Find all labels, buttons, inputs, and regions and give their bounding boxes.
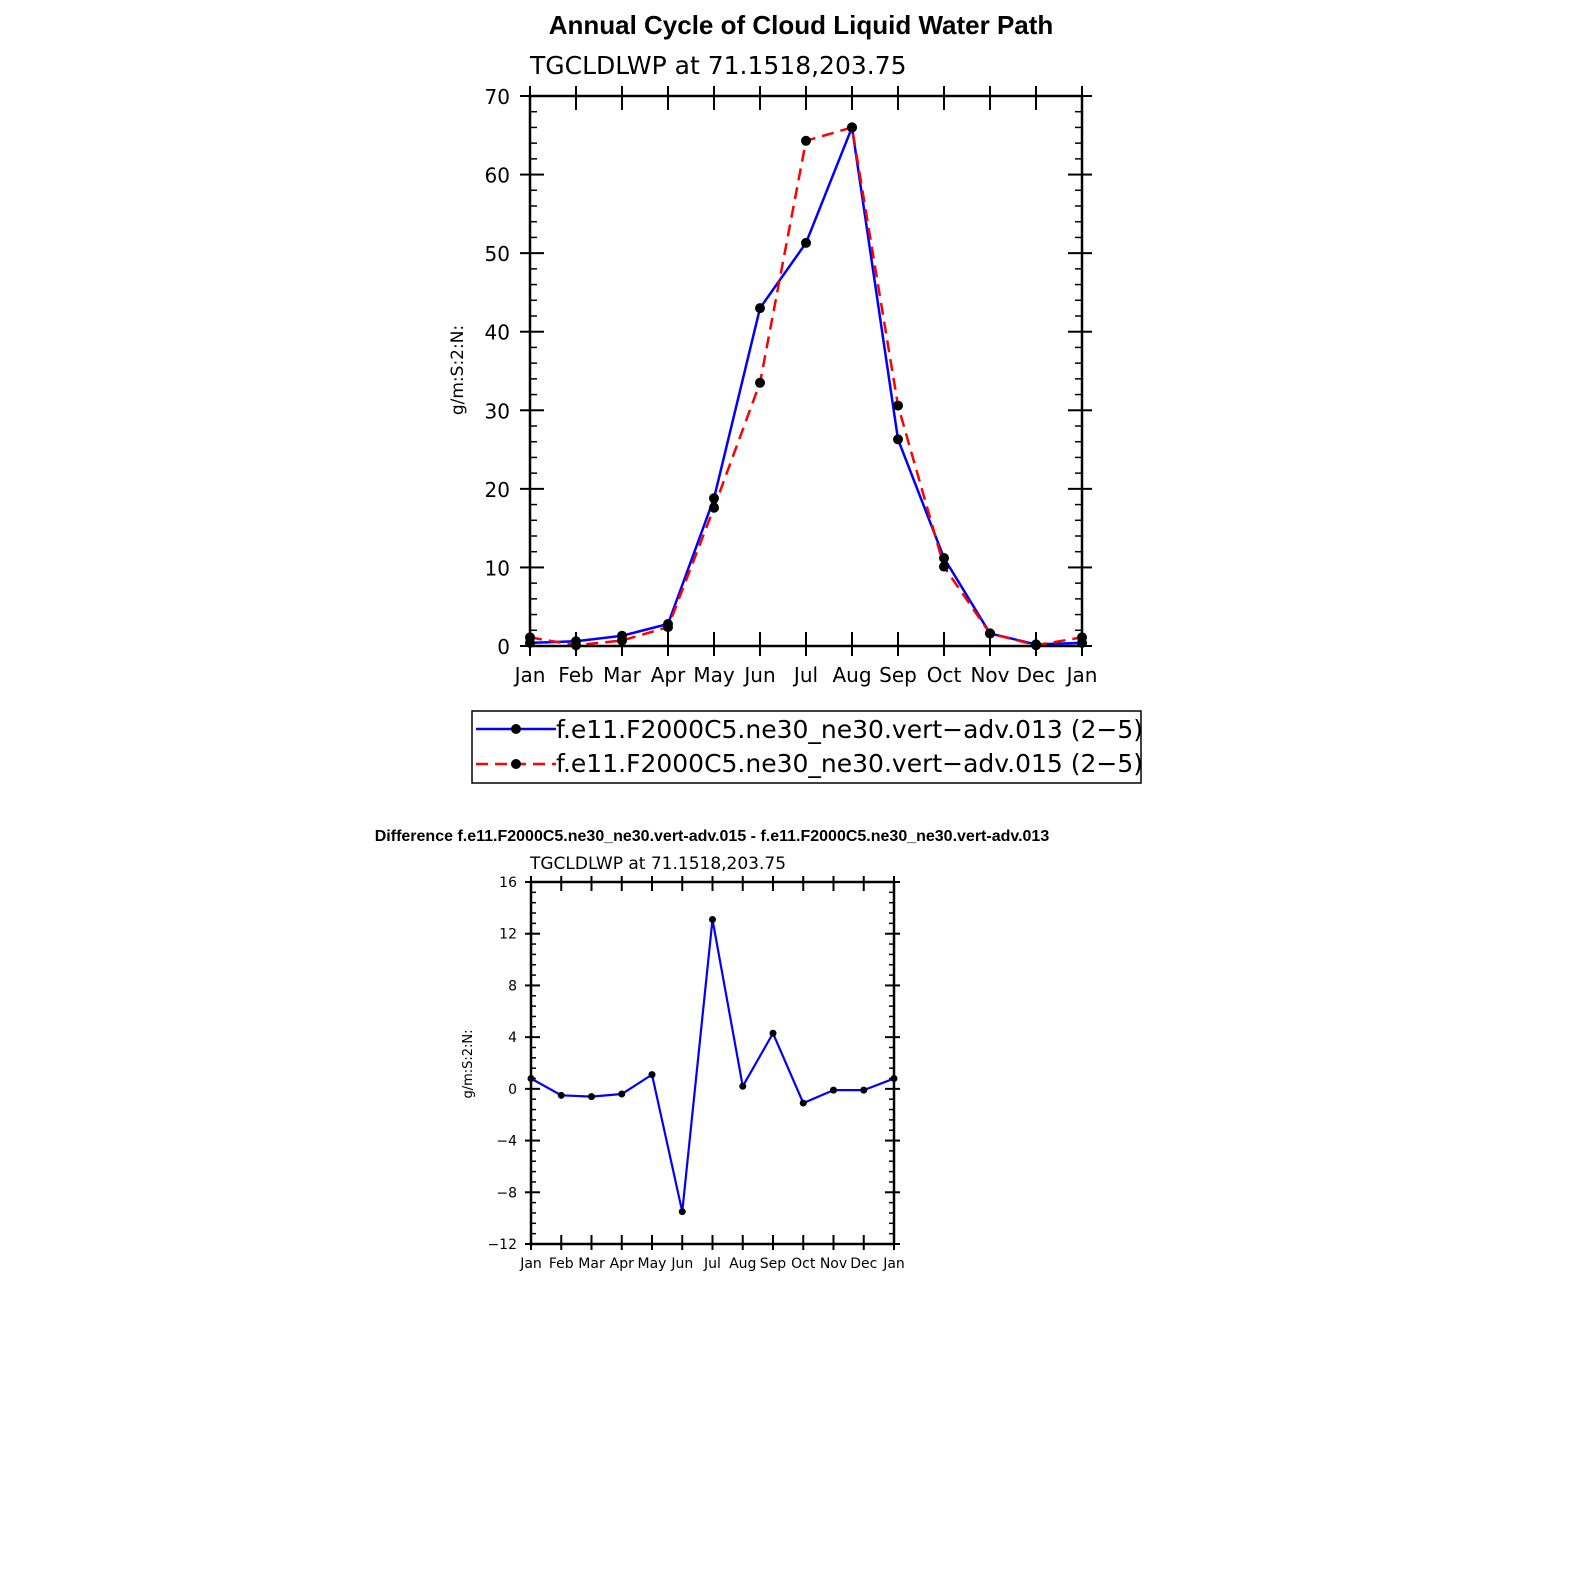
chart-title: Annual Cycle of Cloud Liquid Water Path xyxy=(549,10,1054,40)
x-tick-label: Apr xyxy=(610,1256,634,1272)
x-tick-label: Oct xyxy=(927,663,962,687)
data-point xyxy=(801,237,811,248)
x-tick-label: Feb xyxy=(549,1256,574,1272)
y-tick-label: 60 xyxy=(485,164,510,188)
difference-chart-subtitle: TGCLDLWP at 71.1518,203.75 xyxy=(529,854,786,874)
x-tick-label: Jun xyxy=(670,1256,693,1272)
y-tick-label: 70 xyxy=(485,85,510,109)
x-tick-label: Apr xyxy=(651,663,686,687)
x-tick-label: Jan xyxy=(882,1256,905,1272)
x-tick-label: Sep xyxy=(760,1256,787,1272)
series-line-0 xyxy=(529,126,1083,646)
data-point xyxy=(588,1093,595,1101)
series-line-1 xyxy=(529,126,1083,647)
x-tick-label: Nov xyxy=(820,1256,847,1272)
data-point xyxy=(648,1071,656,1079)
y-tick-label: 10 xyxy=(485,556,510,580)
x-tick-label: Mar xyxy=(603,663,642,687)
x-tick-label: Feb xyxy=(558,663,593,687)
series-group xyxy=(525,122,1087,651)
y-tick-label: 12 xyxy=(499,927,517,943)
difference-x-tick-labels: Jan Feb Mar Apr May Jun Jul Aug Sep Oct Nov Dec Jan xyxy=(519,1256,905,1272)
y-axis-label: g/m:S:2:N: xyxy=(448,325,468,415)
data-point xyxy=(617,635,627,646)
data-point xyxy=(557,1091,565,1099)
series-line-0 xyxy=(530,918,895,1213)
data-point xyxy=(755,303,765,314)
legend-marker-013 xyxy=(511,724,521,734)
x-tick-label: Jul xyxy=(792,663,818,687)
data-point xyxy=(893,434,903,445)
x-tick-label: Sep xyxy=(879,663,917,687)
data-point xyxy=(709,493,719,504)
x-tick-label: Mar xyxy=(578,1256,605,1272)
y-tick-label: 0 xyxy=(497,635,510,659)
x-tick-label: May xyxy=(638,1256,667,1272)
x-tick-label: Dec xyxy=(1017,663,1056,687)
x-tick-label: Dec xyxy=(850,1256,877,1272)
y-tick-label: 30 xyxy=(485,399,510,423)
difference-plot-frame xyxy=(529,880,896,1246)
difference-series-group xyxy=(527,915,898,1216)
y-tick-label: 20 xyxy=(485,478,510,502)
legend-label-015: f.e11.F2000C5.ne30_ne30.vert−adv.015 (2−… xyxy=(556,749,1143,778)
data-point xyxy=(709,502,719,513)
x-tick-label: Oct xyxy=(791,1256,816,1272)
data-point xyxy=(663,622,673,633)
y-tick-label: 16 xyxy=(499,875,517,891)
x-tick-label: Jan xyxy=(1065,663,1098,687)
data-point xyxy=(709,915,716,923)
data-point xyxy=(769,1029,777,1037)
difference-axis-ticks xyxy=(525,876,900,1250)
data-point xyxy=(830,1086,837,1094)
difference-chart-panel: Difference f.e11.F2000C5.ne30_ne30.vert-… xyxy=(375,828,1050,1272)
legend-box xyxy=(471,710,1142,784)
data-point xyxy=(618,1090,626,1098)
x-tick-labels: Jan Feb Mar Apr May Jun Jul Aug Sep Oct Nov Dec Jan xyxy=(513,663,1098,687)
chart-subtitle: TGCLDLWP at 71.1518,203.75 xyxy=(529,51,907,80)
data-point xyxy=(860,1086,868,1094)
plot-frame xyxy=(528,94,1084,648)
data-point xyxy=(847,122,857,133)
data-point xyxy=(755,377,765,388)
data-point xyxy=(739,1082,747,1090)
y-tick-label: 8 xyxy=(508,978,517,994)
y-tick-labels: 0 10 20 30 40 50 60 70 xyxy=(485,85,510,659)
data-point xyxy=(939,553,949,563)
legend-marker-015 xyxy=(511,759,521,769)
x-tick-label: Aug xyxy=(729,1256,756,1272)
y-tick-label: 4 xyxy=(508,1030,517,1046)
data-point xyxy=(893,400,903,411)
data-point xyxy=(985,628,995,639)
x-tick-label: Aug xyxy=(832,663,871,687)
x-tick-label: May xyxy=(693,663,735,687)
y-tick-label: 0 xyxy=(508,1082,517,1098)
axis-ticks xyxy=(520,86,1092,656)
y-tick-label: −4 xyxy=(496,1134,517,1150)
x-tick-label: Jun xyxy=(742,663,775,687)
data-point xyxy=(939,561,949,572)
x-tick-label: Jan xyxy=(519,1256,542,1272)
x-tick-label: Nov xyxy=(970,663,1009,687)
y-tick-label: 40 xyxy=(485,321,510,345)
y-tick-label: 50 xyxy=(485,242,510,266)
x-tick-label: Jan xyxy=(513,663,546,687)
y-tick-label: −8 xyxy=(496,1185,517,1201)
data-point xyxy=(801,135,811,146)
top-chart-panel: Annual Cycle of Cloud Liquid Water Path … xyxy=(448,10,1143,784)
legend: f.e11.F2000C5.ne30_ne30.vert−adv.013 (2−… xyxy=(471,710,1143,784)
legend-label-013: f.e11.F2000C5.ne30_ne30.vert−adv.013 (2−… xyxy=(556,715,1143,744)
data-point xyxy=(799,1099,807,1107)
x-tick-label: Jul xyxy=(703,1256,721,1272)
data-point xyxy=(678,1208,686,1216)
difference-y-tick-labels: −12 −8 −4 0 4 8 12 16 xyxy=(487,875,517,1253)
y-tick-label: −12 xyxy=(487,1237,517,1253)
difference-y-axis-label: g/m:S:2:N: xyxy=(461,1029,476,1098)
difference-chart-title: Difference f.e11.F2000C5.ne30_ne30.vert-… xyxy=(375,828,1050,845)
